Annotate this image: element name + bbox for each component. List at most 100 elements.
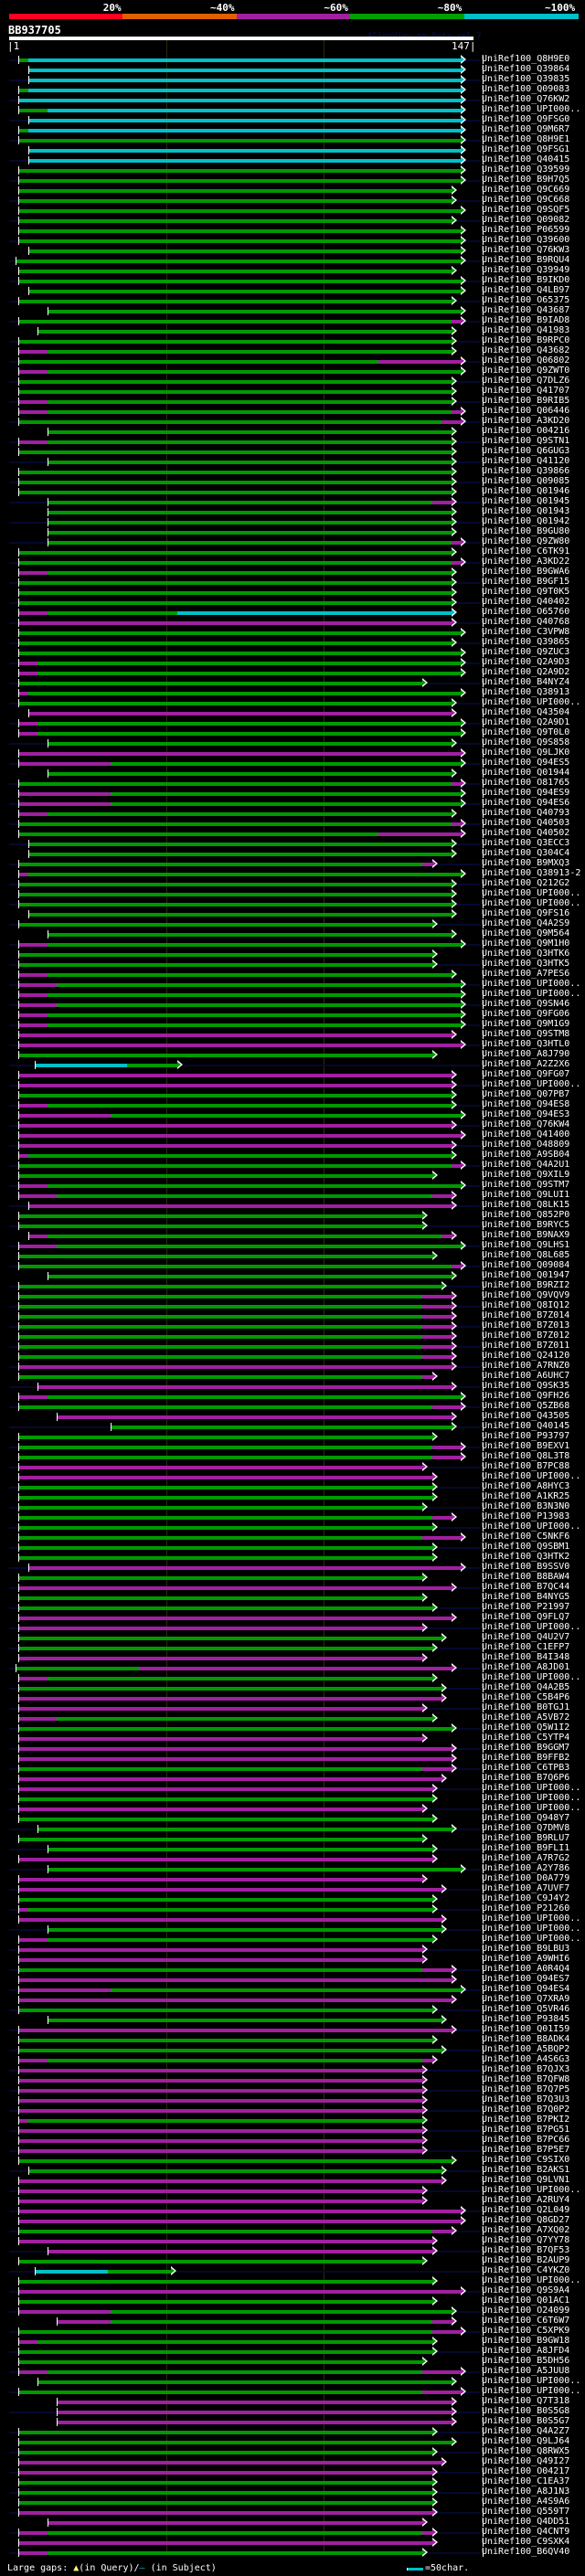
subject-link[interactable]: UniRef100_UPI000.. — [482, 697, 581, 707]
alignment-row[interactable]: UniRef100_Q01I59 — [0, 2024, 585, 2035]
subject-link[interactable]: UniRef100_B2AKS1 — [482, 2165, 570, 2175]
alignment-row[interactable]: UniRef100_Q9C669 — [0, 185, 585, 196]
subject-link[interactable]: UniRef100_Q3HTK6 — [482, 949, 570, 959]
subject-link[interactable]: UniRef100_A2Y786 — [482, 1863, 570, 1873]
subject-link[interactable]: UniRef100_B9RYC5 — [482, 1220, 570, 1230]
alignment-row[interactable]: UniRef100_Q4A2U1 — [0, 1160, 585, 1171]
alignment-row[interactable]: UniRef100_P06599 — [0, 225, 585, 236]
subject-link[interactable]: UniRef100_C6T6W7 — [482, 2316, 570, 2326]
alignment-row[interactable]: UniRef100_UPI000.. — [0, 1521, 585, 1532]
alignment-row[interactable]: UniRef100_Q41120 — [0, 456, 585, 467]
alignment-row[interactable]: UniRef100_Q9SK35 — [0, 1381, 585, 1392]
alignment-row[interactable]: UniRef100_Q9FG06 — [0, 1009, 585, 1020]
subject-link[interactable]: UniRef100_Q9SQF5 — [482, 205, 570, 215]
subject-link[interactable]: UniRef100_O04217 — [482, 2466, 570, 2476]
alignment-row[interactable]: UniRef100_B9IKD0 — [0, 275, 585, 286]
subject-link[interactable]: UniRef100_B9SSV0 — [482, 1562, 570, 1572]
subject-link[interactable]: UniRef100_Q9STM7 — [482, 1180, 570, 1190]
subject-link[interactable]: UniRef100_Q94ES8 — [482, 1099, 570, 1109]
alignment-row[interactable]: UniRef100_A5VB72 — [0, 1712, 585, 1723]
alignment-row[interactable]: UniRef100_UPI000.. — [0, 898, 585, 909]
alignment-row[interactable]: UniRef100_UPI000.. — [0, 104, 585, 115]
subject-link[interactable]: UniRef100_Q76KW3 — [482, 245, 570, 255]
subject-link[interactable]: UniRef100_Q8IQ12 — [482, 1300, 570, 1310]
alignment-row[interactable]: UniRef100_Q9FSG1 — [0, 144, 585, 155]
alignment-row[interactable]: UniRef100_Q9LHS1 — [0, 1240, 585, 1251]
subject-link[interactable]: UniRef100_Q94ES3 — [482, 1109, 570, 1119]
alignment-row[interactable]: UniRef100_Q43682 — [0, 345, 585, 356]
alignment-row[interactable]: UniRef100_O65375 — [0, 295, 585, 306]
alignment-row[interactable]: UniRef100_Q5W1I2 — [0, 1723, 585, 1733]
alignment-row[interactable]: UniRef100_UPI000.. — [0, 697, 585, 708]
subject-link[interactable]: UniRef100_B9GU80 — [482, 526, 570, 536]
subject-link[interactable]: UniRef100_UPI000.. — [482, 2376, 581, 2386]
alignment-row[interactable]: UniRef100_Q7YY78 — [0, 2235, 585, 2246]
alignment-row[interactable]: UniRef100_A2RUY4 — [0, 2195, 585, 2206]
alignment-row[interactable]: UniRef100_Q94ES8 — [0, 1099, 585, 1110]
alignment-row[interactable]: UniRef100_Q9ZUC3 — [0, 647, 585, 658]
alignment-row[interactable]: UniRef100_A3KD22 — [0, 557, 585, 567]
alignment-row[interactable]: UniRef100_Q9FLQ7 — [0, 1612, 585, 1623]
subject-link[interactable]: UniRef100_Q2L049 — [482, 2205, 570, 2215]
alignment-row[interactable]: UniRef100_Q9STN1 — [0, 436, 585, 447]
alignment-row[interactable]: UniRef100_A4S6G3 — [0, 2054, 585, 2065]
alignment-row[interactable]: UniRef100_B9H7Q5 — [0, 175, 585, 186]
alignment-row[interactable]: UniRef100_D0A779 — [0, 1873, 585, 1884]
alignment-row[interactable]: UniRef100_B2AKS1 — [0, 2165, 585, 2176]
subject-link[interactable]: UniRef100_B9GWA6 — [482, 567, 570, 577]
alignment-row[interactable]: UniRef100_Q9STM7 — [0, 1180, 585, 1191]
alignment-row[interactable]: UniRef100_UPI000.. — [0, 1672, 585, 1683]
alignment-row[interactable]: UniRef100_A3KD20 — [0, 416, 585, 427]
alignment-row[interactable]: UniRef100_Q7XRA9 — [0, 1994, 585, 2005]
alignment-row[interactable]: UniRef100_Q8RWX5 — [0, 2446, 585, 2457]
alignment-row[interactable]: UniRef100_UPI000.. — [0, 989, 585, 1000]
alignment-row[interactable]: UniRef100_O04216 — [0, 426, 585, 437]
alignment-row[interactable]: UniRef100_Q9FG07 — [0, 1069, 585, 1080]
alignment-row[interactable]: UniRef100_UPI000.. — [0, 1803, 585, 1814]
subject-link[interactable]: UniRef100_Q01944 — [482, 768, 570, 778]
subject-link[interactable]: UniRef100_Q39864 — [482, 64, 570, 74]
alignment-row[interactable]: UniRef100_A8J1N3 — [0, 2486, 585, 2497]
subject-link[interactable]: UniRef100_Q9ZW80 — [482, 536, 570, 546]
alignment-row[interactable]: UniRef100_Q5VR46 — [0, 2004, 585, 2015]
alignment-row[interactable]: UniRef100_Q41983 — [0, 325, 585, 336]
subject-link[interactable]: UniRef100_O65760 — [482, 607, 570, 617]
alignment-row[interactable]: UniRef100_B7PG51 — [0, 2125, 585, 2136]
subject-link[interactable]: UniRef100_Q4A2Z7 — [482, 2426, 570, 2436]
subject-link[interactable]: UniRef100_B0TGJ1 — [482, 1702, 570, 1712]
alignment-row[interactable]: UniRef100_Q94ES3 — [0, 1109, 585, 1120]
subject-link[interactable]: UniRef100_B8BAW4 — [482, 1572, 570, 1582]
alignment-row[interactable]: UniRef100_Q07PB7 — [0, 1089, 585, 1100]
subject-link[interactable]: UniRef100_Q9LHS1 — [482, 1240, 570, 1250]
alignment-row[interactable]: UniRef100_Q01946 — [0, 486, 585, 497]
subject-link[interactable]: UniRef100_Q9M1G9 — [482, 1019, 570, 1029]
alignment-row[interactable]: UniRef100_B9EXV1 — [0, 1441, 585, 1452]
subject-link[interactable]: UniRef100_Q09083 — [482, 84, 570, 94]
subject-link[interactable]: UniRef100_O24099 — [482, 2306, 570, 2316]
alignment-row[interactable]: UniRef100_Q4A2S9 — [0, 918, 585, 929]
alignment-row[interactable]: UniRef100_B7Z013 — [0, 1320, 585, 1331]
subject-link[interactable]: UniRef100_Q2A9D2 — [482, 667, 570, 677]
alignment-row[interactable]: UniRef100_Q3HTL0 — [0, 1039, 585, 1050]
subject-link[interactable]: UniRef100_Q304C4 — [482, 848, 570, 858]
subject-link[interactable]: UniRef100_UPI000.. — [482, 1079, 581, 1089]
alignment-row[interactable]: UniRef100_Q43505 — [0, 1411, 585, 1422]
subject-link[interactable]: UniRef100_Q8GD27 — [482, 2215, 570, 2225]
alignment-row[interactable]: UniRef100_A5BQP2 — [0, 2044, 585, 2055]
subject-link[interactable]: UniRef100_B9LBU3 — [482, 1944, 570, 1954]
alignment-row[interactable]: UniRef100_Q3HTK5 — [0, 959, 585, 970]
subject-link[interactable]: UniRef100_Q40502 — [482, 828, 570, 838]
alignment-row[interactable]: UniRef100_Q9LVN1 — [0, 2175, 585, 2186]
alignment-row[interactable]: UniRef100_A8J790 — [0, 1049, 585, 1060]
alignment-row[interactable]: UniRef100_B0S5G7 — [0, 2416, 585, 2427]
subject-link[interactable]: UniRef100_Q8L685 — [482, 1250, 570, 1260]
alignment-row[interactable]: UniRef100_Q9SQF5 — [0, 205, 585, 216]
subject-link[interactable]: UniRef100_B9IAD8 — [482, 315, 570, 325]
subject-link[interactable]: UniRef100_Q4CNT9 — [482, 2527, 570, 2537]
alignment-row[interactable]: UniRef100_Q94ES5 — [0, 758, 585, 769]
alignment-row[interactable]: UniRef100_B9RIB5 — [0, 396, 585, 407]
subject-link[interactable]: UniRef100_Q9LJK0 — [482, 747, 570, 758]
alignment-row[interactable]: UniRef100_B9RLU7 — [0, 1833, 585, 1844]
alignment-row[interactable]: UniRef100_Q39835 — [0, 74, 585, 85]
subject-link[interactable]: UniRef100_Q7T318 — [482, 2396, 570, 2406]
